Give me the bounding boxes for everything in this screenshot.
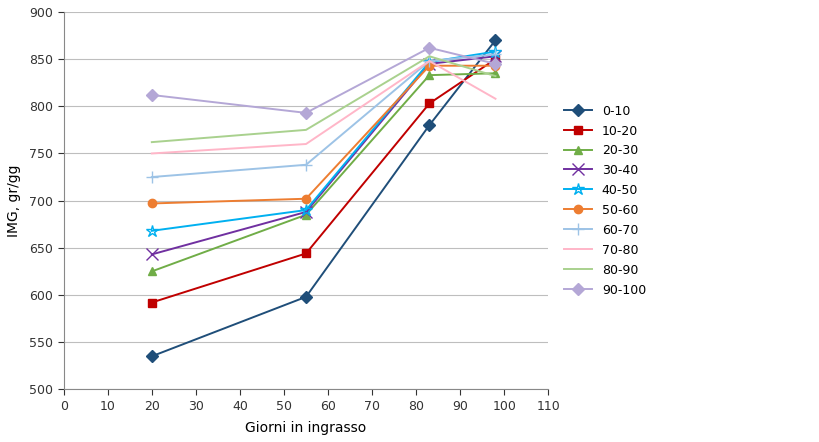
90-100 [147,92,156,98]
Line: 90-100: 90-100 [147,44,499,117]
90-100 [424,45,434,50]
Line: 10-20: 10-20 [147,55,499,307]
Line: 70-80: 70-80 [152,61,495,153]
30-40 [301,210,310,215]
30-40 [424,61,434,66]
80-90 [301,127,310,133]
50-60 [301,196,310,202]
Y-axis label: IMG, gr/gg: IMG, gr/gg [7,164,21,237]
60-70 [147,175,156,180]
10-20 [301,251,310,256]
20-30 [301,212,310,217]
60-70 [424,58,434,64]
40-50 [490,49,500,54]
Line: 50-60: 50-60 [147,61,499,208]
40-50 [301,207,310,213]
50-60 [490,63,500,69]
90-100 [490,61,500,66]
Line: 80-90: 80-90 [152,56,495,142]
80-90 [424,53,434,59]
70-80 [424,58,434,64]
Line: 40-50: 40-50 [146,46,501,237]
0-10 [301,294,310,300]
60-70 [490,52,500,57]
40-50 [424,59,434,65]
60-70 [301,162,310,168]
30-40 [147,252,156,257]
10-20 [490,57,500,62]
70-80 [490,96,500,101]
Line: 20-30: 20-30 [147,69,499,275]
X-axis label: Giorni in ingrasso: Giorni in ingrasso [245,421,366,435]
Line: 0-10: 0-10 [147,36,499,361]
0-10 [424,122,434,128]
0-10 [490,38,500,43]
90-100 [301,110,310,115]
20-30 [147,269,156,274]
50-60 [424,63,434,69]
10-20 [147,300,156,305]
80-90 [490,73,500,79]
20-30 [424,72,434,78]
30-40 [490,53,500,59]
0-10 [147,354,156,359]
20-30 [490,71,500,76]
70-80 [301,141,310,147]
Line: 60-70: 60-70 [146,48,501,183]
70-80 [147,151,156,156]
Line: 30-40: 30-40 [146,50,501,261]
Legend: 0-10, 10-20, 20-30, 30-40, 40-50, 50-60, 60-70, 70-80, 80-90, 90-100: 0-10, 10-20, 20-30, 30-40, 40-50, 50-60,… [563,105,645,297]
10-20 [424,101,434,106]
40-50 [147,228,156,233]
80-90 [147,140,156,145]
50-60 [147,201,156,206]
